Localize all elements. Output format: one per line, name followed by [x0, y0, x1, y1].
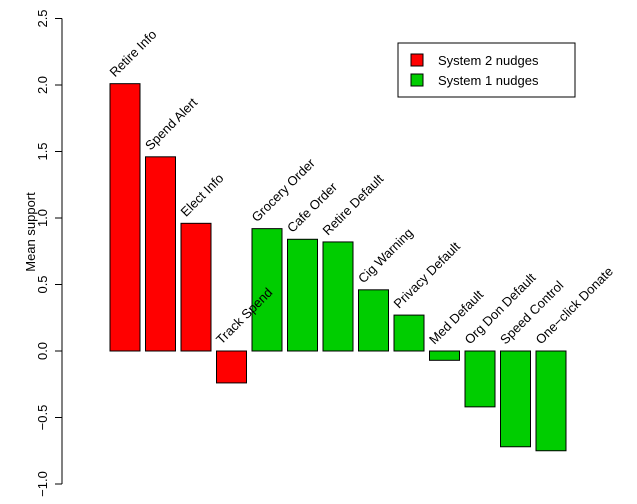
bar — [217, 351, 247, 383]
bar — [110, 84, 140, 351]
bar — [359, 290, 389, 351]
bar — [146, 157, 176, 351]
y-tick-label: 0.5 — [35, 275, 50, 293]
bar-label: Cig Warning — [355, 225, 416, 286]
legend-label: System 1 nudges — [438, 73, 539, 88]
bar — [181, 223, 211, 351]
bar-label: Elect Info — [178, 171, 227, 220]
y-tick-label: 0.0 — [35, 342, 50, 360]
bar — [465, 351, 495, 407]
bar — [323, 242, 353, 351]
bars — [110, 84, 566, 451]
y-tick-label: −0.5 — [35, 405, 50, 431]
y-tick-label: −1.0 — [35, 471, 50, 497]
y-tick-label: 2.5 — [35, 9, 50, 27]
y-tick-label: 2.0 — [35, 76, 50, 94]
legend: System 2 nudges System 1 nudges — [398, 43, 575, 97]
bar — [394, 315, 424, 351]
bar — [430, 351, 460, 360]
bar-label: Spend Alert — [142, 95, 200, 153]
bar — [288, 239, 318, 351]
legend-label: System 2 nudges — [438, 53, 539, 68]
legend-swatch — [411, 74, 423, 86]
bar — [536, 351, 566, 451]
legend-box — [398, 43, 575, 97]
bar-label: Retire Info — [107, 27, 160, 80]
bar — [501, 351, 531, 447]
legend-swatch — [411, 54, 423, 66]
y-axis-title: Mean support — [23, 192, 38, 272]
y-axis: −1.0−0.50.00.51.01.52.02.5 — [35, 9, 62, 496]
y-tick-label: 1.5 — [35, 142, 50, 160]
